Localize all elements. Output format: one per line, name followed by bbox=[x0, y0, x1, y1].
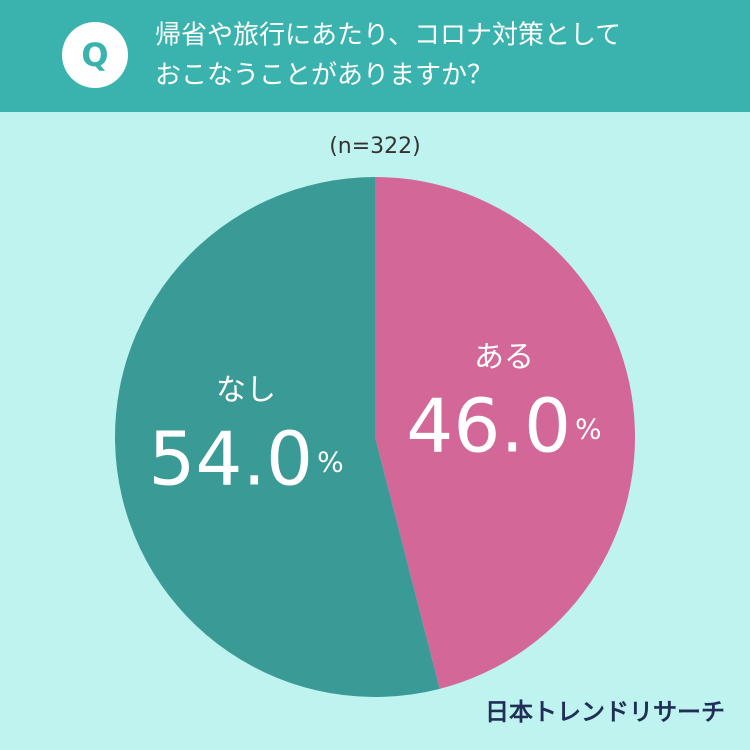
title-line: おこなうことがありますか？ bbox=[155, 61, 493, 91]
slice-label: ある bbox=[474, 340, 534, 375]
title-line: 帰省や旅行にあたり、コロナ対策として bbox=[155, 21, 621, 51]
pie-slice bbox=[114, 177, 440, 697]
slice-value: 54.0% bbox=[148, 416, 343, 502]
q-badge bbox=[62, 22, 128, 88]
slice-value: 46.0% bbox=[406, 383, 601, 469]
slice-label: なし bbox=[216, 373, 276, 408]
q-badge-text: Q bbox=[81, 36, 108, 74]
brand: 日本トレンドリサーチ bbox=[485, 698, 725, 726]
subtitle: (n=322) bbox=[329, 134, 421, 159]
pie-slice bbox=[375, 177, 635, 689]
